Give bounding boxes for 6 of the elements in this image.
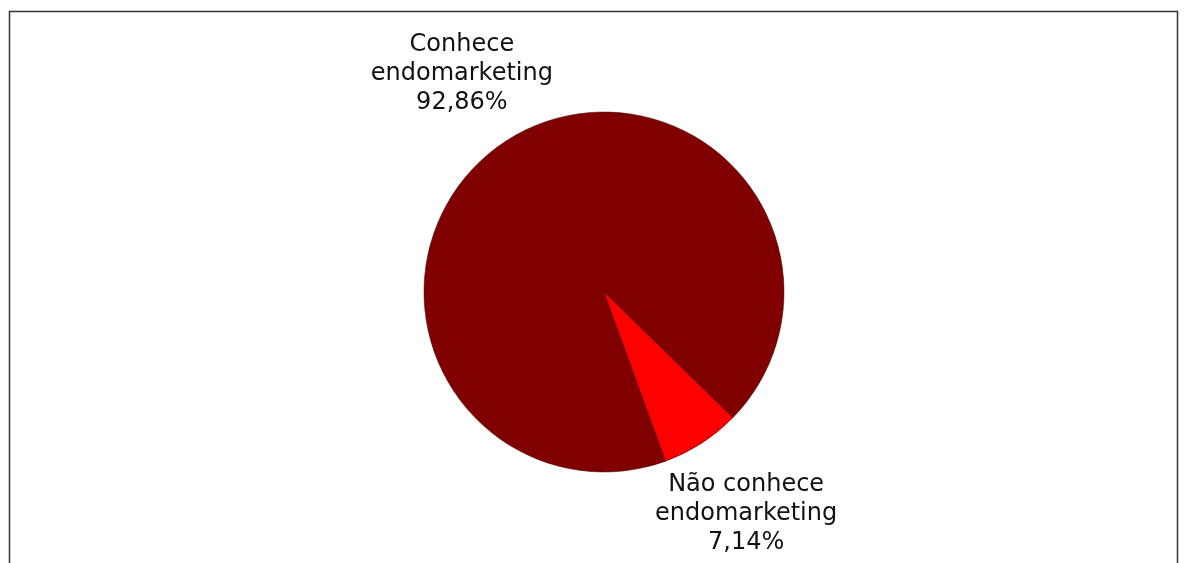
slice-label: Conhece endomarketing bbox=[370, 28, 553, 86]
pie-slice bbox=[423, 111, 785, 473]
slice-label: Não conhece endomarketing bbox=[655, 469, 838, 527]
data-label: 7,14% bbox=[708, 527, 785, 556]
pie-slice bbox=[603, 291, 734, 462]
data-label: 92,86% bbox=[416, 86, 508, 115]
